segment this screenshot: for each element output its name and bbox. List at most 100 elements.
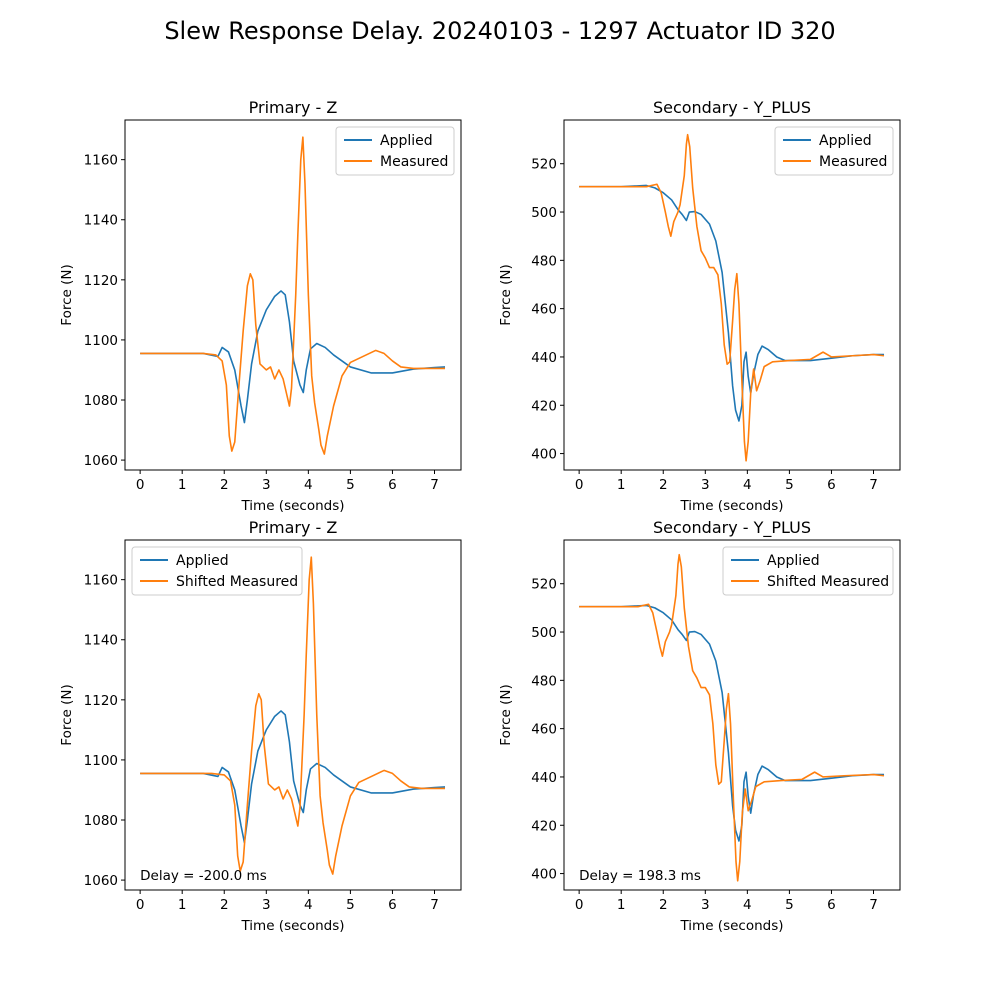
y-tick-label: 1140 [84,633,118,649]
legend-entry: Shifted Measured [176,574,298,590]
x-tick-label: 1 [178,897,187,913]
x-axis-label: Time (seconds) [679,918,783,934]
x-tick-label: 3 [262,897,271,913]
x-tick-label: 3 [701,477,710,493]
y-tick-label: 1060 [84,873,118,889]
y-tick-label: 480 [531,673,557,689]
y-tick-label: 1100 [84,333,118,349]
measured-series-line [579,133,885,462]
legend-entry: Applied [819,133,872,149]
legend: Applied Shifted Measured [722,546,894,596]
applied-series-line [140,290,446,424]
y-tick-label: 420 [531,398,557,414]
x-tick-label: 2 [220,897,229,913]
x-tick-label: 2 [659,477,668,493]
y-tick-label: 1080 [84,813,118,829]
axes-frame [124,119,462,471]
applied-series-line [579,184,885,422]
x-tick-label: 2 [659,897,668,913]
x-tick-label: 2 [220,477,229,493]
legend-entry: Applied [767,553,820,569]
x-tick-label: 6 [827,477,836,493]
delay-annotation: Delay = 198.3 ms [579,868,701,884]
y-tick-label: 1160 [84,573,118,589]
y-tick-label: 1120 [84,693,118,709]
x-tick-label: 6 [388,477,397,493]
axes-frame [563,539,901,891]
x-tick-label: 6 [388,897,397,913]
x-tick-label: 0 [575,897,584,913]
x-tick-label: 5 [346,897,355,913]
y-tick-label: 460 [531,722,557,738]
y-tick-label: 500 [531,625,557,641]
chart-title: Secondary - Y_PLUS [653,98,811,118]
y-tick-label: 400 [531,867,557,883]
y-tick-label: 520 [531,577,557,593]
y-tick-label: 460 [531,302,557,318]
measured-series-line [140,556,446,875]
y-axis-label: Force (N) [498,684,514,745]
x-tick-label: 0 [136,477,145,493]
axes-frame [124,539,462,891]
x-tick-label: 1 [617,477,626,493]
chart-title: Primary - Z [249,518,338,537]
chart-panel-2: 0 1 2 3 4 5 6 7 400 420 440 460 480 500 520 Secondary -… [498,98,901,514]
measured-series-line [140,136,446,455]
x-tick-label: 6 [827,897,836,913]
x-tick-label: 4 [304,897,313,913]
chart-panel-3: 0 1 2 3 4 5 6 7 1060 1080 1100 1120 1140 1160 Primary … [59,518,462,934]
y-tick-label: 420 [531,818,557,834]
x-tick-label: 1 [617,897,626,913]
y-tick-label: 1140 [84,213,118,229]
x-tick-label: 5 [785,477,794,493]
x-tick-label: 4 [743,897,752,913]
axes-frame [563,119,901,471]
applied-series-line [140,710,446,844]
legend-entry: Applied [176,553,229,569]
chart-panel-1: 0 1 2 3 4 5 6 7 1060 1080 1100 1120 1140 1160 Primary … [59,98,462,514]
legend-box [722,546,894,596]
legend-box [131,546,303,596]
y-axis-label: Force (N) [498,264,514,325]
legend-entry: Measured [819,154,887,170]
legend: Applied Measured [774,126,894,176]
y-tick-label: 400 [531,447,557,463]
x-tick-label: 7 [869,477,878,493]
y-tick-label: 520 [531,157,557,173]
legend: Applied Shifted Measured [131,546,303,596]
y-axis-label: Force (N) [59,264,75,325]
x-tick-label: 7 [869,897,878,913]
applied-series-line [579,604,885,842]
x-tick-label: 3 [701,897,710,913]
y-tick-label: 500 [531,205,557,221]
x-tick-label: 4 [304,477,313,493]
x-tick-label: 1 [178,477,187,493]
figure-title: Slew Response Delay. 20240103 - 1297 Act… [164,17,835,45]
x-tick-label: 5 [346,477,355,493]
chart-title: Primary - Z [249,98,338,117]
measured-series-line [579,553,885,882]
y-tick-label: 480 [531,253,557,269]
y-tick-label: 440 [531,350,557,366]
legend: Applied Measured [335,126,455,176]
legend-entry: Measured [380,154,448,170]
x-tick-label: 0 [136,897,145,913]
y-tick-label: 1120 [84,273,118,289]
chart-panel-4: 0 1 2 3 4 5 6 7 400 420 440 460 480 500 520 Secondary -… [498,518,901,934]
x-tick-label: 0 [575,477,584,493]
legend-entry: Shifted Measured [767,574,889,590]
delay-annotation: Delay = -200.0 ms [140,868,267,884]
y-tick-label: 1160 [84,153,118,169]
x-tick-label: 4 [743,477,752,493]
legend-entry: Applied [380,133,433,149]
y-tick-label: 1080 [84,393,118,409]
x-tick-label: 7 [430,897,439,913]
x-axis-label: Time (seconds) [679,498,783,514]
x-axis-label: Time (seconds) [240,918,344,934]
x-axis-label: Time (seconds) [240,498,344,514]
x-tick-label: 7 [430,477,439,493]
y-tick-label: 1060 [84,453,118,469]
y-tick-label: 440 [531,770,557,786]
x-tick-label: 3 [262,477,271,493]
